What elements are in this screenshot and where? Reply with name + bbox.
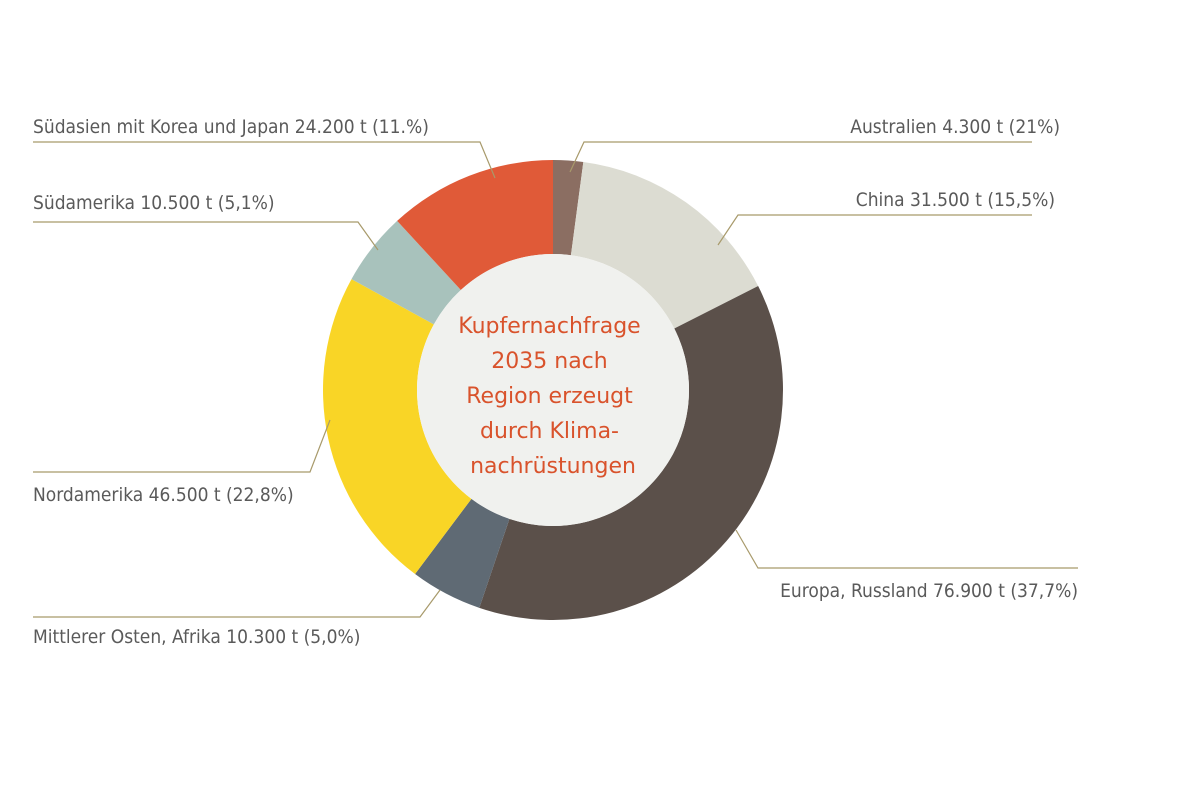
leader-china xyxy=(717,214,1032,246)
label-suedasien: Südasien mit Korea und Japan 24.200 t (1… xyxy=(33,116,429,138)
donut-slices xyxy=(323,160,783,620)
label-mittlerer-osten-afrika: Mittlerer Osten, Afrika 10.300 t (5,0%) xyxy=(33,626,360,648)
center-title-line-1: Kupfernachfrage xyxy=(458,314,640,339)
label-suedamerika: Südamerika 10.500 t (5,1%) xyxy=(33,192,275,214)
slice-südamerika xyxy=(351,220,461,325)
leader-nordamerika xyxy=(33,419,331,473)
center-title-line-5: nachrüstungen xyxy=(470,454,636,479)
slice-nordamerika xyxy=(323,279,472,575)
slice-mittlerer-osten-afrika xyxy=(415,498,510,608)
leader-europa-russland xyxy=(735,529,1078,569)
center-title-line-2: 2035 nach xyxy=(491,349,607,374)
center-title-line-3: Region erzeugt xyxy=(466,384,633,409)
label-nordamerika: Nordamerika 46.500 t (22,8%) xyxy=(33,484,294,506)
center-title-line-4: durch Klima- xyxy=(480,419,619,444)
slice-australien xyxy=(553,160,584,256)
center-title: Kupfernachfrage 2035 nach Region erzeugt… xyxy=(458,314,647,479)
label-china: China 31.500 t (15,5%) xyxy=(856,189,1055,211)
label-europa-russland: Europa, Russland 76.900 t (37,7%) xyxy=(780,580,1078,602)
donut-center xyxy=(417,254,689,526)
leader-suedasien xyxy=(33,141,496,179)
slice-europa-russland xyxy=(479,285,783,620)
label-australien: Australien 4.300 t (21%) xyxy=(850,116,1060,138)
slice-südasien-mit-korea-und-japan xyxy=(397,160,553,290)
leader-mittlerer-osten-afrika xyxy=(33,589,441,618)
leader-suedamerika xyxy=(33,221,379,251)
slice-china xyxy=(570,162,759,329)
leader-australien xyxy=(569,141,1032,173)
